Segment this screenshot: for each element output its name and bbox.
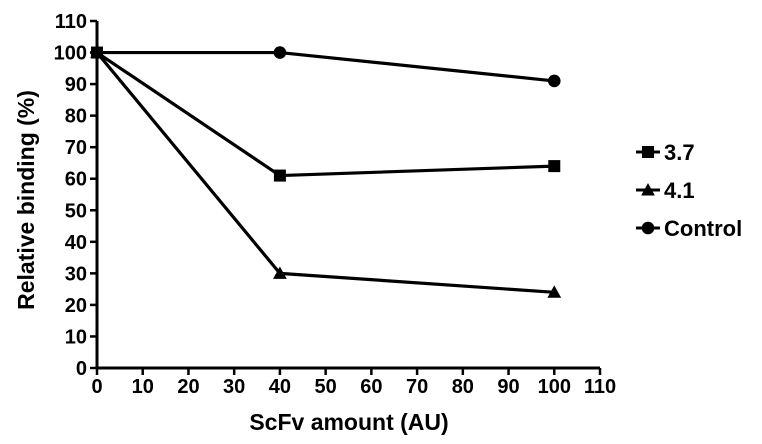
y-tick-label: 30 [65,263,87,285]
x-tick-label: 70 [406,376,428,398]
data-point-4-1 [547,285,562,298]
data-point-4-1 [273,266,287,279]
legend-label: 4.1 [664,178,695,203]
data-point-3-7 [548,160,561,173]
x-tick-label: 0 [91,376,102,398]
x-axis-title: ScFv amount (AU) [249,409,448,435]
data-point-3-7 [273,169,286,182]
x-tick-label: 40 [269,376,291,398]
y-tick-label: 60 [65,169,87,191]
axes-layer: 0 10 20 30 40 50 60 70 80 90 100 110 0 10 20 30 40 50 60 70… [54,11,617,398]
x-tick-label: 90 [497,376,519,398]
y-tick-label: 110 [55,11,87,33]
data-point-control [90,46,104,59]
legend-item-4-1: 4.1 [636,178,695,203]
legend-label: 3.7 [664,140,695,165]
data-point-control [273,46,287,59]
legend-item-control: Control [636,216,742,241]
x-tick-label: 50 [315,376,337,398]
legend: 3.7 4.1 Control [636,140,742,241]
series-layer [90,45,562,298]
legend-marker-4-1 [641,183,655,196]
series-3-7 [91,46,561,182]
series-line-3-7 [96,51,555,178]
series-control [90,46,561,88]
x-tick-label: 10 [132,376,154,398]
y-tick-label: 90 [65,74,87,96]
y-tick-label: 20 [65,295,87,317]
y-tick-label: 40 [65,232,87,254]
y-tick-label: 10 [65,326,87,348]
x-tick-label: 80 [452,376,474,398]
x-tick-label: 20 [177,376,199,398]
y-tick-label: 100 [54,43,87,65]
data-point-control [547,74,561,88]
x-tick-label: 110 [584,376,616,398]
series-4-1 [90,45,562,298]
series-line-control [97,50,555,83]
y-tick-label: 70 [65,137,87,159]
x-tick-label: 30 [223,376,245,398]
legend-marker-control [641,221,655,235]
legend-label: Control [664,216,742,241]
x-tick-label: 60 [360,376,382,398]
x-tick-label: 100 [538,376,571,398]
y-axis-title: Relative binding (%) [13,90,39,310]
y-tick-label: 50 [65,200,87,222]
legend-item-3-7: 3.7 [636,140,695,165]
y-tick-label: 80 [65,106,87,128]
y-tick-label: 0 [76,358,87,380]
legend-marker-3-7 [642,146,654,158]
